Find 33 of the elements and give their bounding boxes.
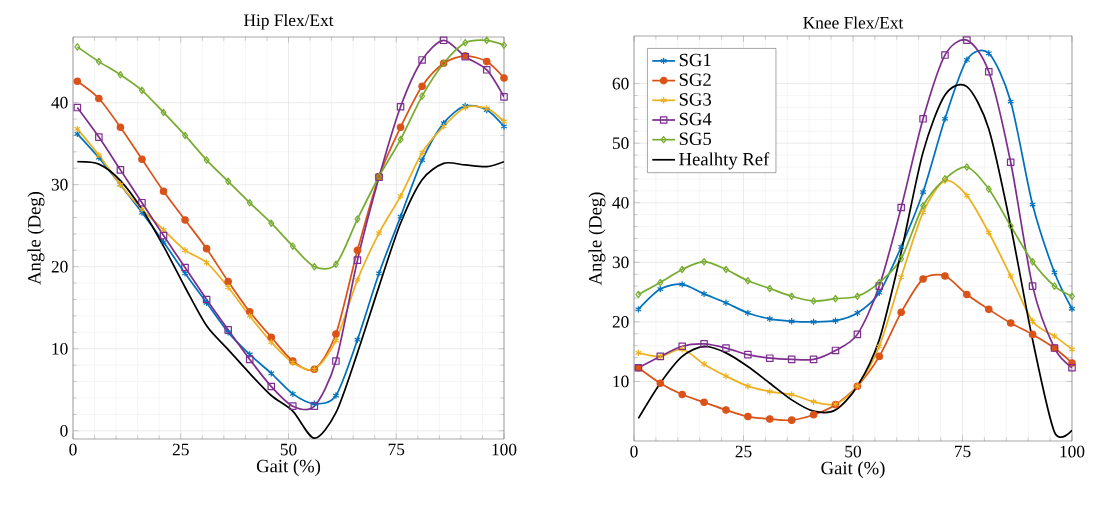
y-axis-title: Angle (Deg) <box>588 192 606 286</box>
x-tick-label: 0 <box>69 443 77 456</box>
y-tick-label: 50 <box>612 137 629 150</box>
legend-label: SG4 <box>679 112 712 126</box>
y-tick-label: 10 <box>613 375 629 388</box>
chart-title: Hip Flex/Ext <box>243 13 334 30</box>
y-tick-label: 40 <box>51 96 68 109</box>
x-tick-label: 100 <box>492 443 517 456</box>
y-tick-label: 30 <box>612 256 629 269</box>
y-tick-label: 20 <box>51 260 68 273</box>
legend-label: SG1 <box>679 53 711 67</box>
x-axis-title: Gait (%) <box>821 461 885 479</box>
x-tick-label: 50 <box>280 443 297 456</box>
chart-title: Knee Flex/Ext <box>803 16 904 29</box>
x-tick-label: 25 <box>172 443 189 456</box>
x-tick-label: 0 <box>630 445 638 458</box>
x-tick-label: 75 <box>954 445 971 458</box>
y-tick-label: 0 <box>60 424 68 437</box>
legend-label: SG3 <box>679 93 712 106</box>
y-tick-label: 40 <box>612 196 629 209</box>
y-axis-title: Angle (Deg) <box>27 191 45 285</box>
x-tick-label: 25 <box>735 445 752 458</box>
legend-label: SG5 <box>679 132 712 146</box>
y-tick-label: 10 <box>52 342 68 355</box>
legend-label: SG2 <box>679 73 711 86</box>
y-tick-label: 60 <box>612 77 629 90</box>
y-tick-label: 20 <box>612 316 629 328</box>
y-tick-label: 30 <box>51 178 68 191</box>
x-tick-label: 50 <box>845 445 862 458</box>
x-tick-label: 75 <box>388 443 405 456</box>
x-tick-label: 100 <box>1060 445 1085 458</box>
x-axis-title: Gait (%) <box>256 459 321 477</box>
legend-label: Healhty Ref <box>679 152 770 170</box>
